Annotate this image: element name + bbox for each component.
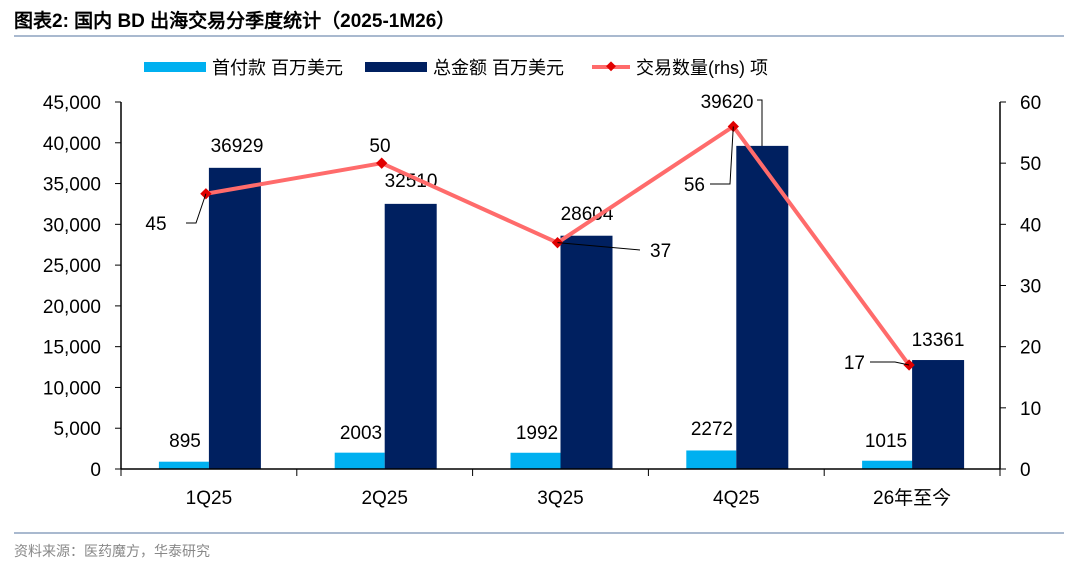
bar-upfront <box>862 460 913 469</box>
left-tick-label: 35,000 <box>43 175 101 196</box>
deals-label-leader <box>186 193 207 224</box>
left-tick-label: 40,000 <box>43 134 101 155</box>
left-tick-label: 0 <box>90 460 101 481</box>
upfront-data-label: 1015 <box>865 431 907 452</box>
total-data-label: 32510 <box>385 171 438 192</box>
footer-rule <box>14 532 1064 534</box>
deals-marker <box>376 157 388 169</box>
deals-data-label: 17 <box>844 353 865 374</box>
total-data-label: 36929 <box>211 136 264 157</box>
total-data-label: 28604 <box>561 204 614 225</box>
bar-upfront <box>334 452 385 469</box>
deals-data-label: 56 <box>684 175 705 196</box>
right-tick-label: 10 <box>1020 399 1041 420</box>
source-note: 资料来源：医药魔方，华泰研究 <box>14 543 210 559</box>
left-tick-label: 45,000 <box>43 93 101 114</box>
right-tick-label: 20 <box>1020 338 1041 359</box>
total-data-label: 13361 <box>912 330 965 351</box>
legend-label: 首付款 百万美元 <box>212 58 343 78</box>
right-tick-label: 0 <box>1020 460 1031 481</box>
x-tick-label: 1Q25 <box>186 488 232 509</box>
left-tick-label: 15,000 <box>43 338 101 359</box>
bar-total <box>912 360 965 469</box>
left-tick-label: 20,000 <box>43 297 101 318</box>
legend-marker <box>606 61 616 72</box>
total-label-leader <box>757 99 763 146</box>
bar-total <box>560 235 613 469</box>
chart-title: 图表2: 国内 BD 出海交易分季度统计（2025-1M26） <box>14 9 455 32</box>
upfront-data-label: 2003 <box>340 423 382 444</box>
bar-total <box>736 145 789 469</box>
deals-data-label: 45 <box>145 214 166 235</box>
right-tick-label: 40 <box>1020 215 1041 236</box>
legend-swatch <box>144 62 206 72</box>
right-tick-label: 50 <box>1020 154 1041 175</box>
bar-total <box>384 203 437 469</box>
upfront-data-label: 2272 <box>691 419 733 440</box>
legend-swatch <box>365 62 427 72</box>
plot-area: 0 5,000 10,000 15,000 20,000 25,000 30,000 35,0… <box>43 92 1041 509</box>
upfront-data-label: 1992 <box>516 423 558 444</box>
bar-upfront <box>510 452 561 469</box>
right-tick-label: 60 <box>1020 93 1041 114</box>
title-rule <box>14 35 1064 37</box>
x-tick-label: 3Q25 <box>537 488 583 509</box>
deals-label-leader <box>557 242 641 251</box>
left-tick-label: 10,000 <box>43 378 101 399</box>
bar-upfront <box>686 450 737 469</box>
bar-total <box>208 167 261 469</box>
x-tick-label: 26年至今 <box>873 487 951 509</box>
deals-data-label: 50 <box>369 136 390 157</box>
legend: 首付款 百万美元 总金额 百万美元 交易数量(rhs) 项 <box>144 58 768 78</box>
right-tick-label: 30 <box>1020 277 1041 298</box>
x-tick-label: 2Q25 <box>361 488 407 509</box>
left-tick-label: 5,000 <box>53 419 101 440</box>
upfront-data-label: 895 <box>169 431 201 452</box>
deals-label-leader <box>710 126 734 185</box>
total-data-label: 39620 <box>701 92 754 113</box>
legend-label: 交易数量(rhs) 项 <box>636 58 768 78</box>
deals-label-leader <box>870 361 910 366</box>
left-tick-label: 30,000 <box>43 215 101 236</box>
legend-label: 总金额 百万美元 <box>433 58 564 78</box>
left-tick-label: 25,000 <box>43 256 101 277</box>
bar-upfront <box>158 461 209 469</box>
deals-data-label: 37 <box>650 241 671 262</box>
x-tick-label: 4Q25 <box>713 488 759 509</box>
